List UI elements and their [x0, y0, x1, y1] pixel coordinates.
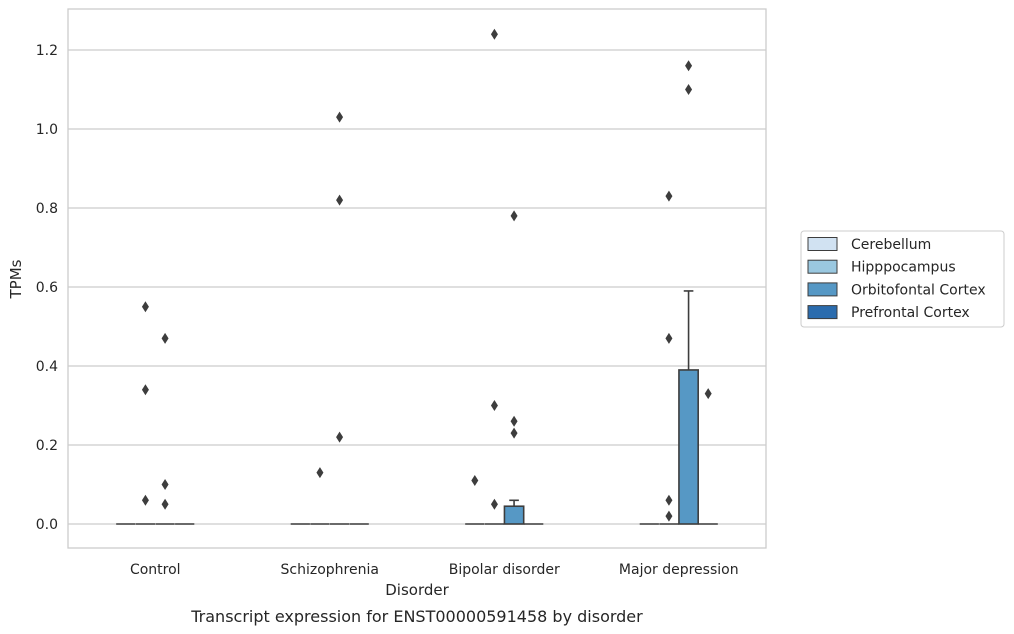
outlier-point [685, 60, 693, 72]
outlier-point [510, 415, 518, 427]
x-tick-label: Schizophrenia [281, 562, 379, 578]
legend-swatch [807, 282, 838, 297]
y-tick-label: 1.0 [36, 122, 58, 138]
gridlines [68, 49, 766, 525]
chart-caption: Transcript expression for ENST0000059145… [190, 607, 643, 626]
outlier-point [161, 332, 169, 344]
outlier-point [336, 431, 344, 443]
x-tick-label: Major depression [619, 562, 739, 578]
x-axis-label: Disorder [385, 581, 449, 599]
outlier-point [336, 194, 344, 206]
x-tick-label: Bipolar disorder [449, 562, 560, 578]
legend: Cerebellum Hipppocampus Orbitofontal Corte… [800, 230, 1005, 328]
outlier-point [141, 494, 149, 506]
outlier-point [490, 400, 498, 411]
legend-items: Cerebellum Hipppocampus Orbitofontal Corte… [807, 237, 986, 321]
y-tick-label: 1.2 [36, 43, 58, 59]
outlier-point [471, 475, 479, 487]
legend-label: Orbitofontal Cortex [851, 282, 986, 298]
y-tick-labels: 0.0 0.2 0.4 0.6 0.8 1.0 1.2 [36, 43, 58, 533]
legend-label: Hipppocampus [851, 260, 956, 276]
outlier-point [510, 210, 518, 222]
outlier-point [665, 190, 673, 202]
outlier-point [685, 84, 693, 95]
x-tick-label: Control [130, 562, 181, 578]
y-axis-label: TPMs [7, 259, 25, 299]
box-marks [116, 28, 718, 525]
outlier-point [316, 467, 324, 479]
legend-label: Cerebellum [851, 237, 931, 253]
outlier-point [665, 510, 673, 522]
plot-frame [67, 8, 767, 549]
y-tick-label: 0.6 [36, 280, 58, 296]
outlier-point [161, 498, 169, 510]
box-rect [503, 505, 525, 525]
legend-swatch [807, 305, 838, 320]
outlier-point [665, 494, 673, 506]
legend-swatch [807, 237, 838, 251]
outlier-point [336, 111, 344, 123]
x-tick-labels: Control Schizophrenia Bipolar disorder Majo… [130, 562, 739, 578]
legend-frame [800, 230, 1005, 328]
outlier-point [161, 479, 169, 490]
y-tick-label: 0.4 [36, 359, 58, 375]
outlier-point [490, 498, 498, 510]
box-rect [678, 369, 699, 525]
outlier-point [141, 384, 149, 396]
legend-label: Prefrontal Cortex [851, 305, 970, 321]
outlier-point [665, 332, 673, 344]
outlier-point [490, 28, 498, 40]
y-tick-label: 0.2 [36, 438, 58, 454]
outlier-point [704, 388, 712, 400]
y-tick-label: 0.8 [36, 201, 58, 217]
outlier-point [510, 427, 518, 439]
outlier-point [141, 301, 149, 313]
legend-swatch [807, 259, 838, 274]
y-tick-label: 0.0 [36, 517, 58, 533]
